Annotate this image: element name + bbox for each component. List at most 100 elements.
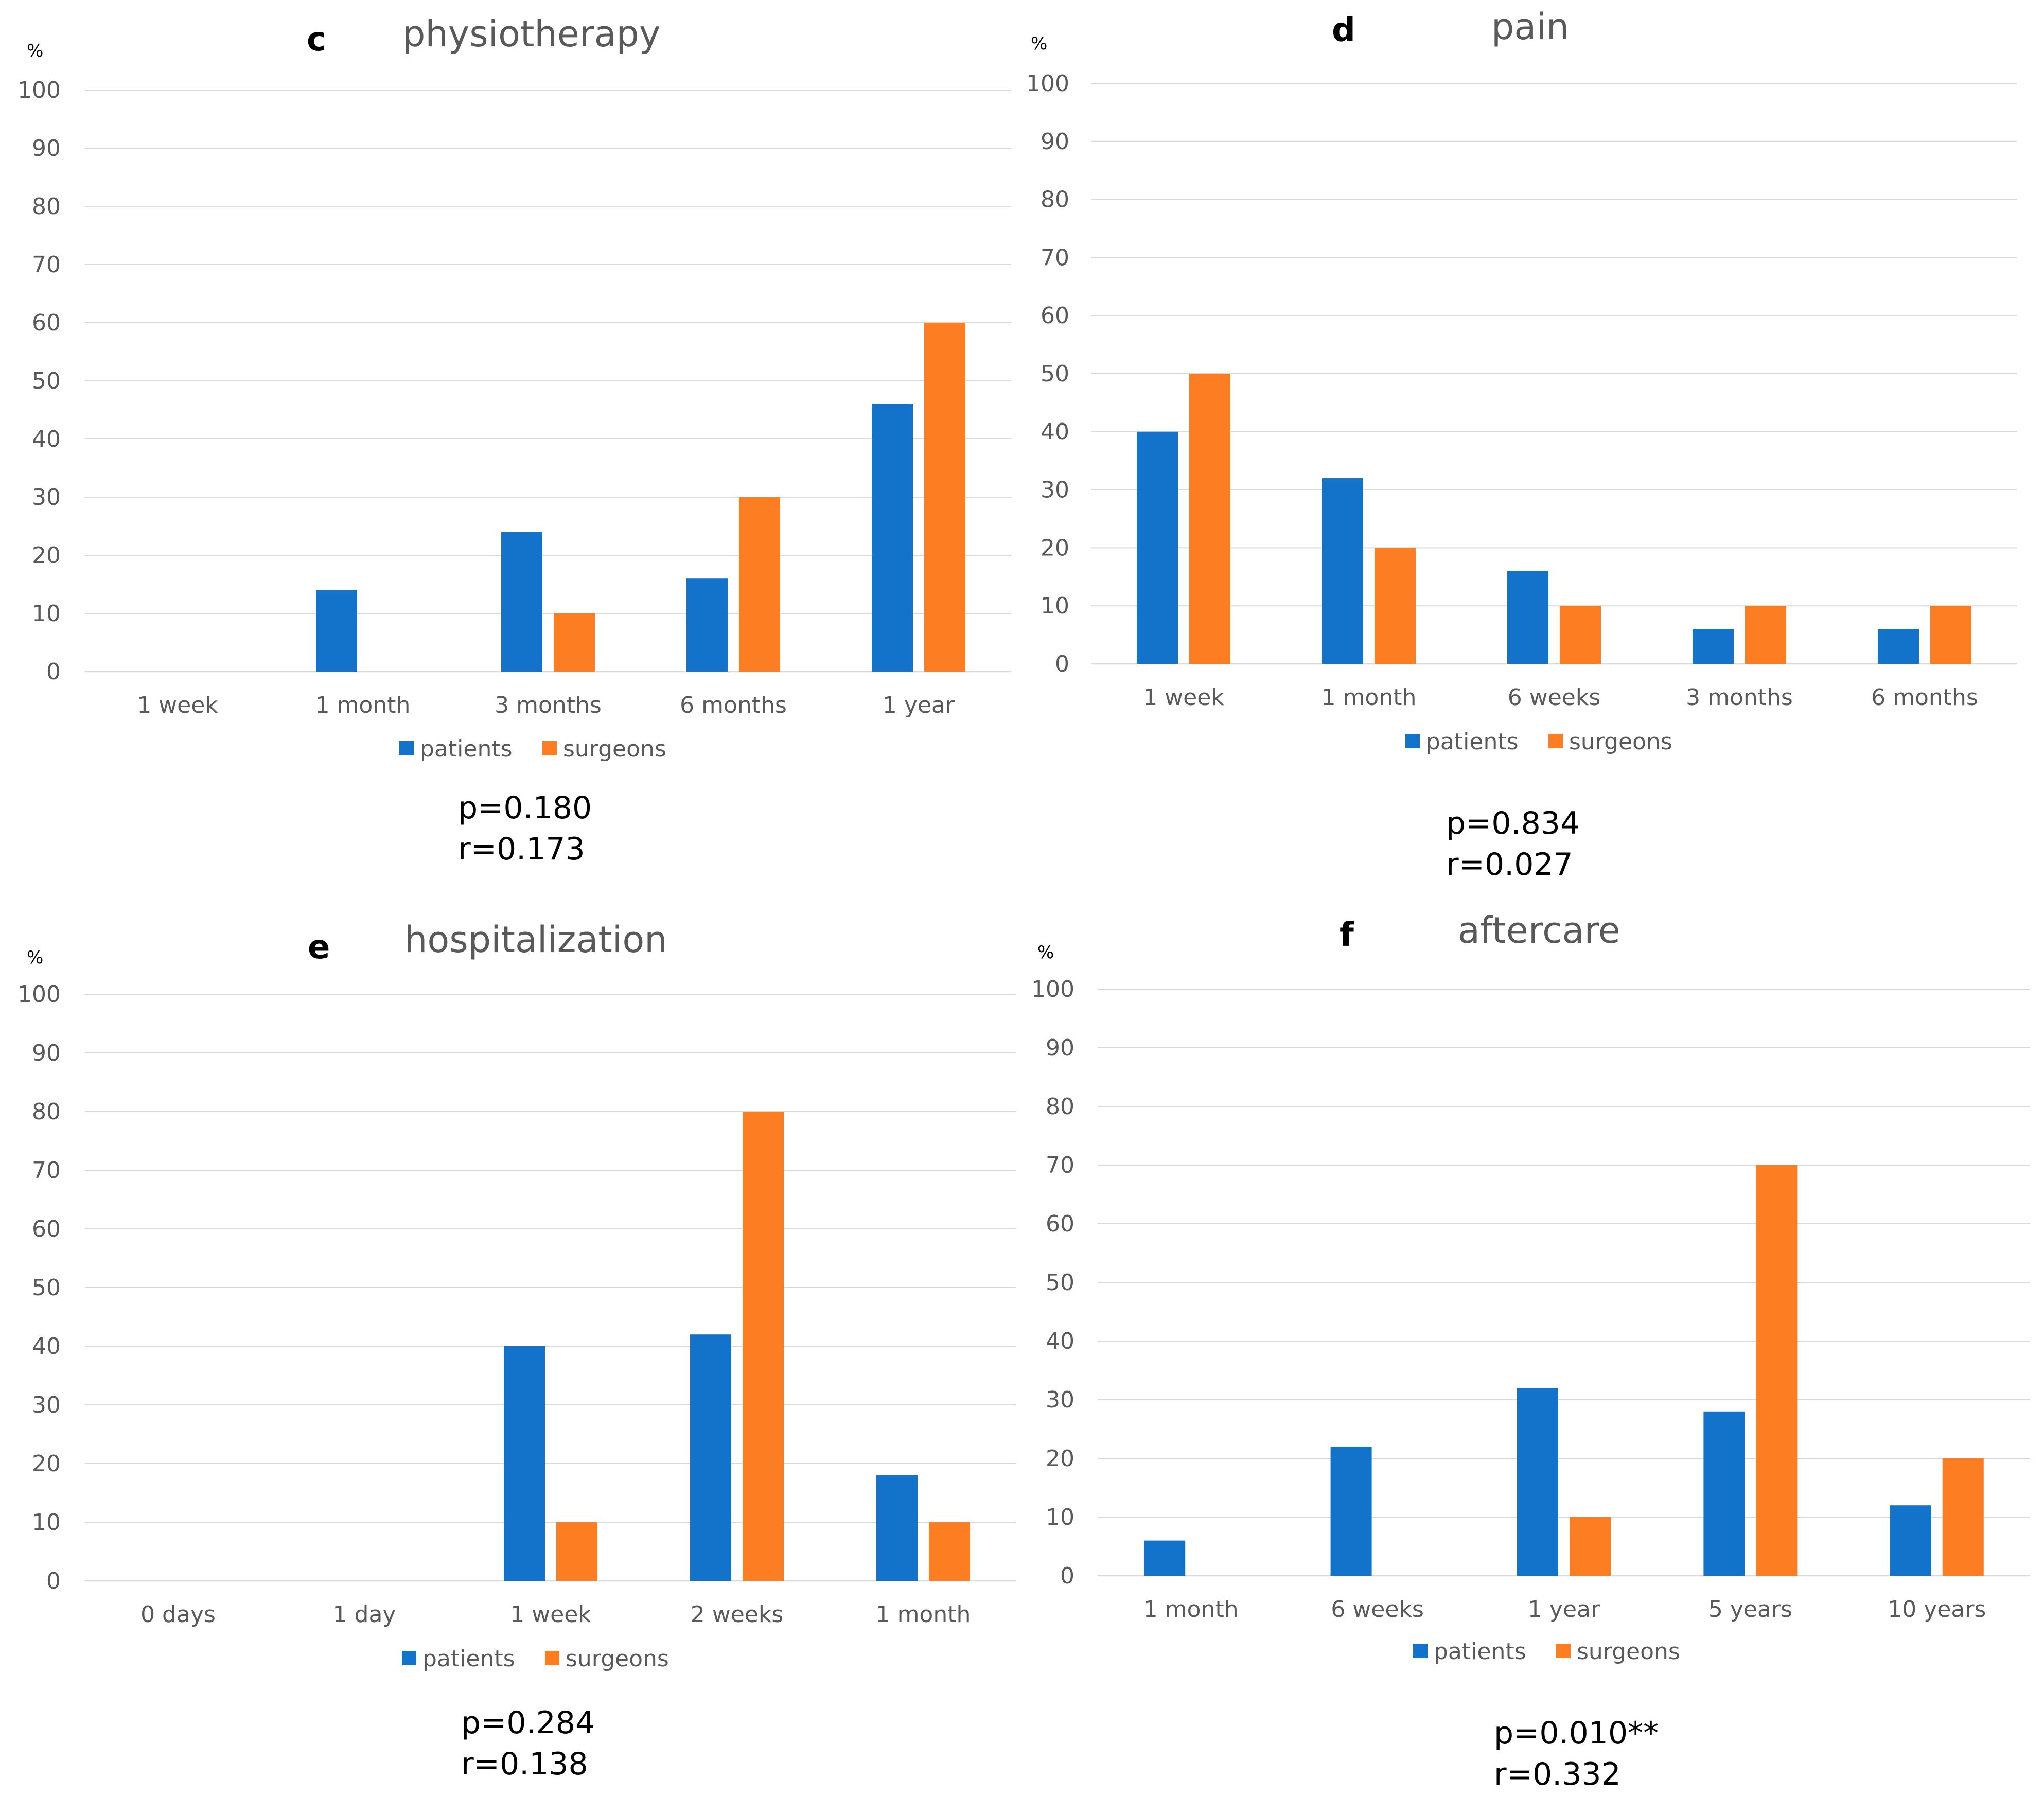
stat-p-value: p=0.834 [1446,805,1580,841]
x-tick-label: 3 months [1686,684,1793,711]
bar-surgeons-1 [1375,548,1416,664]
y-tick-label: 40 [32,426,61,452]
x-tick-label: 6 weeks [1331,1596,1424,1623]
legend-swatch-surgeons [545,1651,559,1665]
bar-surgeons-3 [1756,1165,1798,1576]
y-tick-label: 40 [1046,1328,1074,1354]
y-tick-label: 80 [32,193,61,220]
bar-surgeons-4 [1942,1458,1984,1576]
x-tick-label: 1 week [137,692,218,718]
y-tick-label: 50 [32,1275,61,1301]
y-tick-label: 90 [32,135,61,162]
stat-p-value: p=0.180 [458,790,592,826]
x-tick-label: 5 years [1708,1596,1792,1623]
bar-patients-3 [690,1334,731,1581]
bar-patients-3 [686,578,728,672]
x-tick-label: 1 day [333,1601,396,1628]
legend-label-surgeons: surgeons [566,1646,669,1672]
legend-label-surgeons: surgeons [1577,1639,1680,1665]
bar-patients-3 [1693,629,1734,664]
bar-surgeons-3 [1745,606,1786,664]
y-tick-label: 30 [1041,477,1069,503]
y-tick-label: 50 [1041,361,1069,387]
y-tick-label: 20 [1041,535,1069,561]
y-unit-label: % [1037,942,1054,963]
y-tick-label: 0 [46,1568,61,1594]
bar-patients-4 [876,1475,918,1581]
bar-patients-1 [316,590,357,672]
x-tick-label: 1 month [876,1601,971,1628]
y-tick-label: 50 [1046,1270,1074,1296]
y-tick-label: 50 [32,368,61,394]
y-tick-label: 60 [32,1216,61,1242]
x-tick-label: 10 years [1888,1596,1986,1623]
bar-surgeons-4 [924,323,965,672]
y-tick-label: 0 [1060,1563,1074,1589]
x-tick-label: 2 weeks [691,1601,784,1628]
y-tick-label: 10 [32,1509,61,1536]
y-tick-label: 40 [1041,419,1069,445]
bar-patients-2 [1517,1388,1558,1576]
panel-letter: e [308,928,330,966]
y-tick-label: 90 [1041,129,1069,155]
legend-swatch-patients [399,741,414,755]
bar-patients-0 [1137,431,1178,664]
chart-panel-e: % 0 10 20 30 40 50 60 70 80 90 100 e hospitalization 0… [17,919,1016,1782]
y-tick-label: 70 [1041,244,1069,271]
x-tick-label: 1 year [883,692,955,718]
bar-surgeons-2 [556,1522,597,1581]
y-tick-label: 60 [1041,303,1069,329]
y-unit-label: % [27,41,43,61]
y-tick-label: 100 [1031,976,1074,1002]
x-tick-label: 6 months [1871,684,1978,711]
legend-label-patients: patients [1426,729,1519,755]
bar-patients-1 [1322,478,1363,664]
stat-r-value: r=0.332 [1494,1756,1621,1792]
y-tick-label: 80 [32,1099,61,1125]
legend-label-patients: patients [420,736,513,762]
y-tick-label: 30 [1046,1387,1074,1413]
y-tick-label: 90 [32,1040,61,1066]
stat-r-value: r=0.173 [458,831,585,867]
y-tick-label: 100 [17,981,61,1008]
legend-label-surgeons: surgeons [1569,729,1672,755]
stat-r-value: r=0.138 [461,1746,588,1782]
y-tick-label: 80 [1046,1094,1074,1120]
y-tick-label: 70 [32,1157,61,1184]
stat-p-value: p=0.284 [461,1705,595,1741]
x-tick-label: 1 month [1321,684,1417,711]
y-tick-label: 10 [1046,1504,1074,1530]
legend-label-patients: patients [422,1646,515,1672]
bar-surgeons-3 [739,497,780,672]
y-tick-label: 10 [1041,593,1069,619]
y-tick-label: 80 [1041,187,1069,213]
y-unit-label: % [27,947,43,968]
y-tick-label: 20 [32,542,61,569]
x-tick-label: 1 month [315,692,411,718]
y-tick-label: 0 [46,659,61,685]
bar-patients-0 [1144,1540,1186,1576]
y-tick-label: 10 [32,601,61,627]
chart-panel-c: % 0 10 20 30 40 50 60 70 80 90 100 c physiotherapy 1 w… [17,13,1011,867]
chart-panel-d: % 0 10 20 30 40 50 60 70 80 90 100 d pain 1 week 1 mont… [1026,6,2017,883]
bar-patients-4 [1890,1505,1931,1576]
legend-swatch-surgeons [542,741,557,755]
chart-title: aftercare [1458,909,1620,952]
stat-r-value: r=0.027 [1446,847,1573,883]
legend-swatch-surgeons [1556,1644,1571,1658]
x-tick-label: 1 year [1528,1596,1600,1623]
panel-letter: d [1332,11,1355,49]
stat-p-value: p=0.010** [1494,1715,1659,1751]
chart-title: pain [1491,6,1569,48]
legend-label-surgeons: surgeons [563,736,666,762]
bar-surgeons-3 [743,1112,784,1581]
x-tick-label: 1 week [510,1601,591,1628]
y-tick-label: 90 [1046,1035,1074,1061]
x-tick-label: 0 days [140,1601,216,1628]
panel-letter: f [1340,916,1354,954]
y-tick-label: 20 [32,1451,61,1477]
y-unit-label: % [1031,33,1047,54]
y-tick-label: 70 [1046,1152,1074,1178]
x-tick-label: 6 months [680,692,787,718]
